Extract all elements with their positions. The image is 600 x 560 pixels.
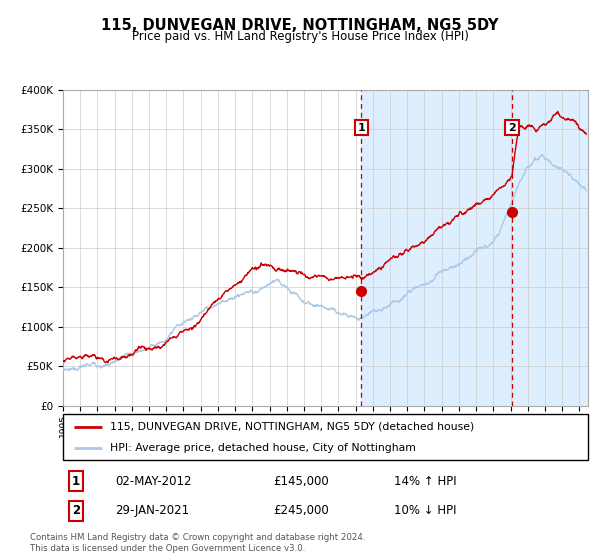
- Text: 2: 2: [72, 504, 80, 517]
- Text: £145,000: £145,000: [273, 475, 329, 488]
- Text: £245,000: £245,000: [273, 504, 329, 517]
- Text: 02-MAY-2012: 02-MAY-2012: [115, 475, 192, 488]
- Text: 115, DUNVEGAN DRIVE, NOTTINGHAM, NG5 5DY (detached house): 115, DUNVEGAN DRIVE, NOTTINGHAM, NG5 5DY…: [110, 422, 475, 432]
- Text: 115, DUNVEGAN DRIVE, NOTTINGHAM, NG5 5DY: 115, DUNVEGAN DRIVE, NOTTINGHAM, NG5 5DY: [101, 18, 499, 33]
- Text: 2: 2: [508, 123, 516, 133]
- Text: 29-JAN-2021: 29-JAN-2021: [115, 504, 190, 517]
- Text: Price paid vs. HM Land Registry's House Price Index (HPI): Price paid vs. HM Land Registry's House …: [131, 30, 469, 43]
- Text: 1: 1: [358, 123, 365, 133]
- Text: 10% ↓ HPI: 10% ↓ HPI: [394, 504, 456, 517]
- Text: 1: 1: [72, 475, 80, 488]
- Text: HPI: Average price, detached house, City of Nottingham: HPI: Average price, detached house, City…: [110, 443, 416, 453]
- Bar: [361, 90, 600, 406]
- Text: Contains HM Land Registry data © Crown copyright and database right 2024.
This d: Contains HM Land Registry data © Crown c…: [30, 533, 365, 553]
- FancyBboxPatch shape: [63, 414, 588, 460]
- Text: 14% ↑ HPI: 14% ↑ HPI: [394, 475, 457, 488]
